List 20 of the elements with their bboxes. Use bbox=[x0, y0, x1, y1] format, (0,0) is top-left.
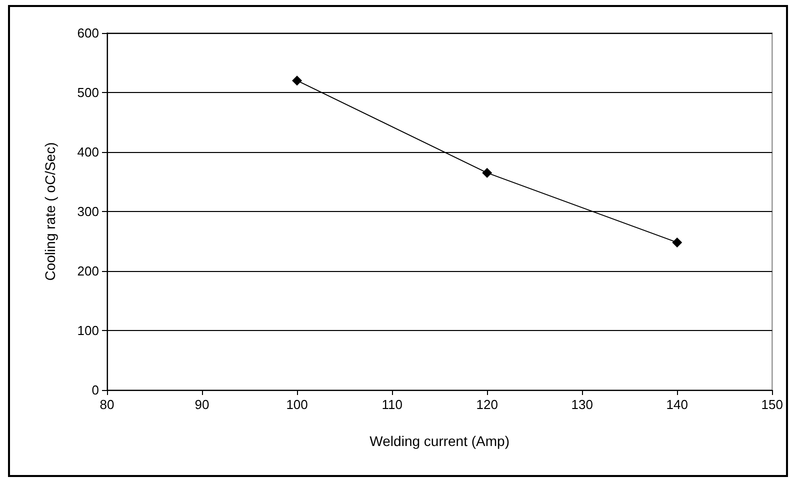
x-axis-title: Welding current (Amp) bbox=[370, 433, 510, 449]
x-tick-label: 140 bbox=[666, 397, 688, 412]
x-tick-label: 120 bbox=[476, 397, 498, 412]
y-tick-label: 600 bbox=[77, 26, 99, 40]
point bbox=[672, 237, 682, 248]
y-tick-label: 200 bbox=[77, 264, 99, 278]
y-tick-label: 0 bbox=[92, 382, 99, 398]
y-tick-label: 500 bbox=[77, 85, 99, 100]
y-tick-label: 400 bbox=[77, 144, 99, 160]
x-tick-label: 130 bbox=[571, 397, 593, 412]
x-tick-label: 100 bbox=[286, 397, 308, 412]
point bbox=[482, 168, 492, 178]
x-tick-label: 150 bbox=[761, 397, 784, 412]
y-axis-title: Cooling rate ( oC/Sec) bbox=[42, 142, 58, 281]
y-tick-label: 300 bbox=[77, 204, 99, 219]
y-tick-label: 100 bbox=[77, 323, 99, 338]
x-tick-label: 110 bbox=[382, 397, 402, 412]
x-tick-label: 80 bbox=[100, 397, 114, 412]
x-tick-label: 90 bbox=[194, 397, 210, 412]
point bbox=[292, 76, 302, 86]
